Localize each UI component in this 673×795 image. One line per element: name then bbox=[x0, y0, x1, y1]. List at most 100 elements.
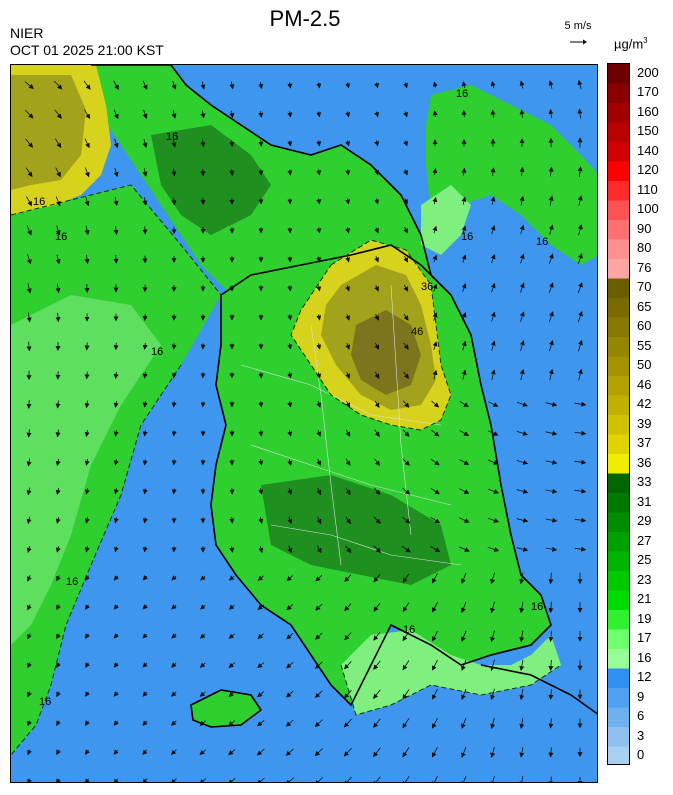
wind-arrow-icon bbox=[490, 630, 495, 643]
wind-arrow-icon bbox=[577, 79, 583, 90]
wind-arrow-icon bbox=[54, 80, 63, 90]
wind-arrow-icon bbox=[56, 720, 61, 727]
color-scale-label: 100 bbox=[637, 201, 659, 217]
wind-arrow-icon bbox=[461, 601, 467, 614]
wind-arrow-icon bbox=[199, 662, 206, 668]
wind-arrow-icon bbox=[228, 749, 236, 756]
wind-arrow-icon bbox=[545, 430, 558, 436]
color-scale-swatch bbox=[608, 298, 629, 318]
wind-arrow-icon bbox=[27, 691, 32, 698]
wind-arrow-icon bbox=[55, 487, 61, 496]
wind-arrow-icon bbox=[27, 720, 32, 727]
wind-arrow-icon bbox=[461, 283, 467, 293]
wind-arrow-icon bbox=[402, 689, 410, 700]
wind-arrow-icon bbox=[345, 400, 350, 408]
wind-arrow-icon bbox=[84, 138, 90, 149]
wind-arrow-icon bbox=[316, 314, 322, 321]
wind-arrow-icon bbox=[316, 545, 322, 554]
wind-arrow-icon bbox=[170, 720, 177, 726]
wind-arrow-icon bbox=[490, 311, 496, 322]
color-scale-swatch bbox=[608, 493, 629, 513]
wind-arrow-icon bbox=[85, 662, 90, 668]
wind-arrow-icon bbox=[459, 488, 470, 494]
wind-arrow-icon bbox=[285, 719, 294, 727]
wind-arrow-icon bbox=[315, 574, 323, 582]
wind-arrow-icon bbox=[431, 429, 440, 437]
wind-arrow-icon bbox=[490, 282, 496, 293]
color-scale-swatch bbox=[608, 181, 629, 201]
wind-arrow-icon bbox=[431, 400, 440, 408]
wind-arrow-icon bbox=[314, 661, 323, 669]
wind-arrow-icon bbox=[545, 546, 558, 552]
wind-arrow-icon bbox=[516, 459, 529, 465]
wind-arrow-icon bbox=[257, 719, 265, 727]
wind-arrow-icon bbox=[24, 109, 34, 119]
unit-base: µg/m bbox=[614, 36, 644, 52]
color-scale-label: 170 bbox=[637, 84, 659, 100]
wind-arrow-icon bbox=[343, 747, 352, 757]
color-scale-swatch bbox=[608, 688, 629, 708]
color-scale-swatch bbox=[608, 200, 629, 221]
wind-arrow-icon bbox=[343, 718, 352, 728]
wind-arrow-icon bbox=[577, 224, 583, 236]
wind-arrow-icon bbox=[287, 285, 293, 292]
wind-arrow-icon bbox=[258, 545, 264, 554]
wind-arrow-icon bbox=[228, 720, 236, 727]
wind-arrow-icon bbox=[84, 517, 90, 524]
wind-arrow-icon bbox=[25, 167, 33, 178]
wind-arrow-icon bbox=[461, 254, 467, 263]
wind-arrow-icon bbox=[229, 517, 235, 524]
wind-arrow-icon bbox=[545, 401, 558, 407]
wind-arrow-icon bbox=[25, 138, 34, 148]
wind-arrow-icon bbox=[142, 691, 148, 697]
northeast-island-edge bbox=[421, 185, 471, 255]
wind-arrow-icon bbox=[574, 488, 587, 494]
wind-arrow-icon bbox=[372, 776, 381, 782]
wind-arrow-icon bbox=[257, 691, 265, 698]
wind-arrow-icon bbox=[345, 487, 351, 496]
wind-arrow-icon bbox=[171, 139, 177, 148]
color-scale-label: 65 bbox=[637, 298, 652, 314]
wind-arrow-icon bbox=[490, 746, 496, 758]
pm25-map[interactable]: 16 36 16 16 16 16 16 16 16 46 16 16 16 bbox=[10, 64, 598, 783]
wind-arrow-icon bbox=[403, 342, 409, 350]
wind-arrow-icon bbox=[519, 572, 525, 585]
western-sea-plume-light bbox=[11, 295, 161, 645]
wind-arrow-icon bbox=[343, 690, 352, 699]
wind-arrow-icon bbox=[578, 339, 583, 352]
wind-arrow-icon bbox=[142, 546, 148, 553]
wind-arrow-icon bbox=[519, 253, 525, 264]
wind-arrow-icon bbox=[142, 575, 148, 581]
wind-arrow-icon bbox=[142, 633, 148, 639]
wind-arrow-icon bbox=[142, 342, 148, 350]
color-scale-label: 19 bbox=[637, 610, 652, 626]
wind-arrow-icon bbox=[345, 285, 351, 292]
wind-arrow-icon bbox=[548, 166, 554, 177]
wind-arrow-icon bbox=[142, 372, 148, 379]
wind-arrow-icon bbox=[373, 574, 381, 583]
wind-arrow-icon bbox=[314, 690, 323, 698]
wind-arrow-icon bbox=[171, 168, 177, 177]
wind-arrow-icon bbox=[430, 487, 440, 495]
color-scale-swatch bbox=[608, 122, 629, 143]
wind-arrow-icon bbox=[401, 545, 411, 553]
wind-arrow-icon bbox=[26, 196, 32, 207]
color-scale-label: 33 bbox=[637, 474, 652, 490]
wind-arrow-icon bbox=[26, 429, 32, 438]
wind-arrow-icon bbox=[345, 545, 352, 554]
wind-arrow-icon bbox=[548, 224, 554, 235]
wind-arrow-icon bbox=[257, 604, 264, 610]
wind-arrow-icon bbox=[577, 282, 583, 294]
wind-arrow-icon bbox=[432, 369, 438, 380]
contour-lines bbox=[11, 184, 562, 756]
wind-arrow-icon bbox=[228, 662, 235, 668]
wind-arrow-icon bbox=[548, 195, 554, 206]
color-scale-label: 31 bbox=[637, 493, 652, 509]
wind-arrow-icon bbox=[200, 110, 206, 119]
wind-arrow-icon bbox=[26, 283, 32, 294]
wind-arrow-icon bbox=[228, 777, 236, 782]
wind-arrow-icon bbox=[315, 603, 323, 611]
wind-arrow-icon bbox=[403, 198, 408, 205]
wind-arrow-icon bbox=[316, 343, 322, 350]
color-scale-swatch bbox=[608, 473, 629, 494]
